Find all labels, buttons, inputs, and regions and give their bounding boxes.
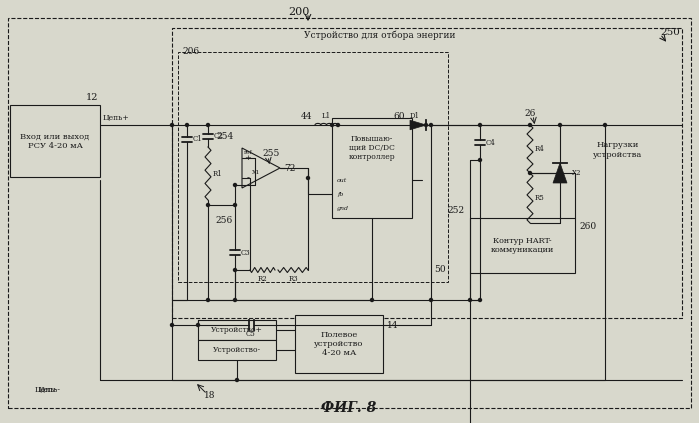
Text: D1: D1 — [410, 112, 420, 120]
Text: Устройство для отбора энергии: Устройство для отбора энергии — [304, 30, 456, 40]
Text: Вход или выход
РСУ 4-20 мА: Вход или выход РСУ 4-20 мА — [20, 132, 89, 150]
Text: 12: 12 — [85, 93, 98, 102]
Circle shape — [336, 124, 340, 126]
Text: Устройство+: Устройство+ — [211, 326, 263, 334]
Text: X1: X1 — [252, 170, 261, 175]
Text: L1: L1 — [322, 112, 331, 120]
Text: 260: 260 — [579, 222, 596, 231]
Text: 200: 200 — [288, 7, 310, 17]
Polygon shape — [242, 148, 280, 188]
Text: C3: C3 — [241, 248, 251, 256]
Text: gnd: gnd — [337, 206, 349, 211]
Text: R5: R5 — [535, 194, 545, 202]
Bar — [295, 315, 383, 373]
Text: Нагрузки
устройства: Нагрузки устройства — [593, 141, 642, 159]
Circle shape — [233, 269, 236, 272]
Bar — [470, 218, 575, 273]
Circle shape — [429, 299, 433, 302]
Text: X2: X2 — [572, 169, 582, 177]
Bar — [172, 28, 682, 318]
Text: 250: 250 — [660, 27, 680, 36]
Circle shape — [196, 324, 199, 327]
Text: Цепь-: Цепь- — [35, 386, 58, 394]
Circle shape — [479, 159, 482, 162]
Text: 50: 50 — [434, 266, 446, 275]
Circle shape — [528, 222, 531, 225]
Circle shape — [206, 124, 210, 126]
Circle shape — [233, 184, 236, 187]
Text: 60: 60 — [394, 112, 405, 121]
Text: Устройство-: Устройство- — [213, 346, 261, 354]
Text: 256: 256 — [216, 215, 233, 225]
Text: fb: fb — [337, 192, 343, 197]
Polygon shape — [553, 163, 567, 183]
Text: C2: C2 — [214, 132, 224, 140]
Text: R4: R4 — [535, 145, 545, 153]
Text: R2: R2 — [258, 275, 268, 283]
Text: R3: R3 — [288, 275, 298, 283]
Text: Полевое
устройство
4-20 мА: Полевое устройство 4-20 мА — [315, 331, 363, 357]
Polygon shape — [410, 120, 426, 130]
Circle shape — [233, 299, 236, 302]
Bar — [198, 320, 276, 340]
Text: +: + — [245, 154, 252, 162]
Text: ФИГ. 8: ФИГ. 8 — [322, 401, 377, 415]
Circle shape — [331, 124, 333, 126]
Text: 44: 44 — [301, 112, 312, 121]
Circle shape — [603, 124, 607, 126]
Text: Цепь-: Цепь- — [38, 386, 61, 394]
Circle shape — [206, 299, 210, 302]
Circle shape — [528, 171, 531, 175]
Circle shape — [528, 124, 531, 126]
Circle shape — [206, 203, 210, 206]
Text: C1: C1 — [193, 135, 203, 143]
Circle shape — [559, 124, 561, 126]
Text: C5: C5 — [246, 330, 256, 338]
Circle shape — [233, 203, 236, 206]
Circle shape — [479, 299, 482, 302]
Text: 254: 254 — [216, 132, 233, 140]
Circle shape — [429, 124, 433, 126]
Circle shape — [370, 299, 373, 302]
Text: ref: ref — [244, 149, 253, 154]
Text: 18: 18 — [204, 392, 216, 401]
Text: out: out — [337, 178, 347, 182]
Bar — [10, 105, 100, 177]
Bar — [332, 118, 412, 218]
Circle shape — [424, 124, 428, 126]
Text: C4: C4 — [486, 139, 496, 147]
Circle shape — [479, 124, 482, 126]
Circle shape — [236, 379, 238, 382]
Bar — [198, 340, 276, 360]
Text: Повышаю-
щий DC/DC
контроллер: Повышаю- щий DC/DC контроллер — [349, 135, 396, 161]
Text: Контур HART-
коммуникации: Контур HART- коммуникации — [491, 237, 554, 254]
Text: 206: 206 — [182, 47, 199, 56]
Circle shape — [171, 324, 173, 327]
Text: 252: 252 — [448, 206, 465, 214]
Text: 72: 72 — [284, 164, 296, 173]
Circle shape — [468, 299, 472, 302]
Text: 255: 255 — [262, 148, 280, 157]
Circle shape — [185, 124, 189, 126]
Text: -: - — [247, 173, 250, 182]
Bar — [178, 52, 448, 282]
Text: R1: R1 — [213, 170, 223, 178]
Text: Цепь+: Цепь+ — [103, 114, 130, 122]
Text: 26: 26 — [524, 109, 535, 118]
Text: 14: 14 — [387, 321, 398, 330]
Circle shape — [306, 176, 310, 179]
Circle shape — [171, 124, 173, 126]
